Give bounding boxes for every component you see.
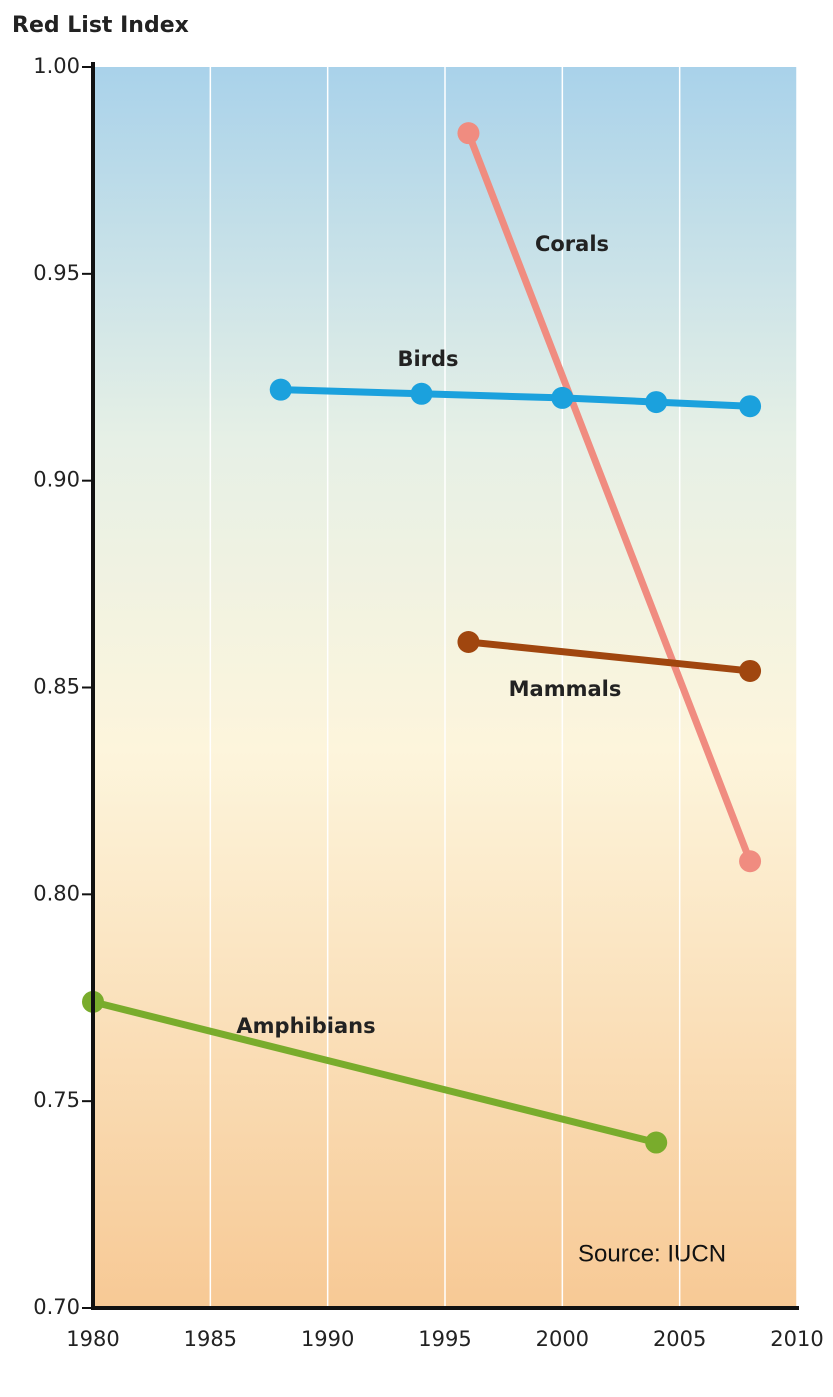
x-tick-label: 1990 [301,1327,354,1351]
y-tick-label: 0.80 [33,881,80,905]
series-label: Corals [535,232,609,256]
x-tick-label: 1985 [184,1327,237,1351]
y-axis-title: Red List Index [12,13,189,38]
data-point [457,122,479,144]
x-tick-label: 1980 [66,1327,119,1351]
y-tick-label: 0.85 [33,675,80,699]
chart: Red List Index Source: IUCN 0.70 0.75 0.80… [0,0,833,1393]
data-point [739,660,761,682]
series-label: Birds [397,347,458,371]
x-tick-label: 1995 [418,1327,471,1351]
data-point [411,383,433,405]
y-tick-label: 0.90 [33,468,80,492]
data-point [457,631,479,653]
data-point [645,1132,667,1154]
data-point [645,391,667,413]
data-point [551,387,573,409]
series-label: Mammals [509,677,622,701]
x-tick-label: 2000 [536,1327,589,1351]
y-tick-label: 1.00 [33,54,80,78]
x-tick-label: 2010 [770,1327,823,1351]
y-tick-label: 0.70 [33,1295,80,1319]
y-tick-label: 0.95 [33,261,80,285]
series-label: Amphibians [236,1014,375,1038]
data-point [270,379,292,401]
x-tick-label: 2005 [653,1327,706,1351]
y-tick-label: 0.75 [33,1088,80,1112]
data-point [739,395,761,417]
source-note: Source: IUCN [578,1240,726,1267]
data-point [739,850,761,872]
